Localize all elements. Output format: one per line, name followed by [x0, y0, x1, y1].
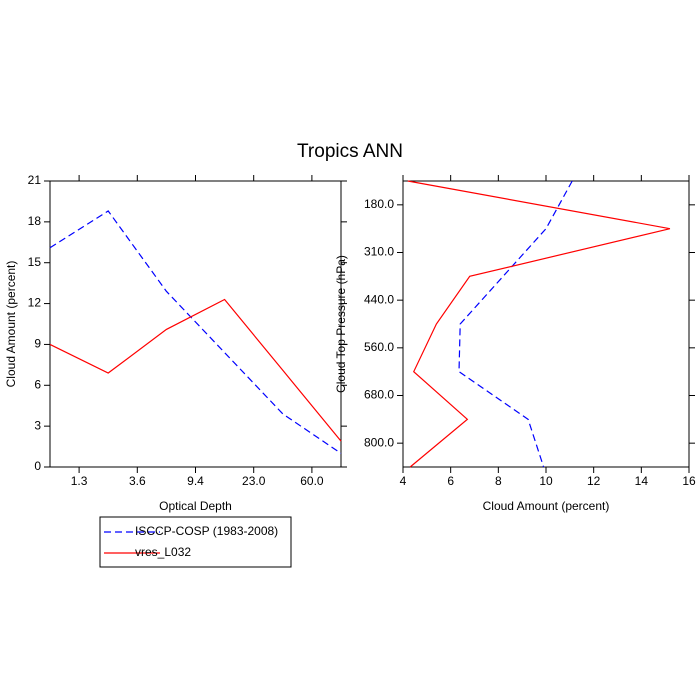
y-tick-label: 310.0	[364, 245, 394, 259]
y-tick-label: 21	[28, 173, 42, 187]
x-tick-label: 3.6	[129, 474, 146, 488]
x-tick-label: 1.3	[71, 474, 88, 488]
series-line	[49, 298, 342, 442]
x-tick-label: 10	[539, 474, 553, 488]
figure-title: Tropics ANN	[297, 141, 403, 162]
x-axis-label: Optical Depth	[159, 499, 232, 513]
x-tick-label: 4	[400, 474, 407, 488]
legend-label: vres_L032	[135, 545, 191, 559]
x-tick-label: 8	[495, 474, 502, 488]
y-tick-label: 18	[28, 214, 42, 228]
x-tick-label: 23.0	[242, 474, 266, 488]
y-tick-label: 680.0	[364, 388, 394, 402]
legend-label: ISCCP-COSP (1983-2008)	[135, 524, 278, 538]
y-tick-label: 15	[28, 255, 42, 269]
y-tick-label: 9	[34, 337, 41, 351]
y-tick-label: 440.0	[364, 292, 394, 306]
y-tick-label: 3	[34, 418, 41, 432]
x-tick-label: 14	[635, 474, 649, 488]
series-line	[407, 180, 671, 468]
y-tick-label: 800.0	[364, 435, 394, 449]
x-tick-label: 60.0	[300, 474, 324, 488]
y-tick-label: 12	[28, 296, 42, 310]
y-tick-label: 180.0	[364, 197, 394, 211]
y-tick-label: 560.0	[364, 340, 394, 354]
y-tick-label: 6	[34, 377, 41, 391]
series-line	[49, 210, 342, 454]
x-tick-label: 16	[682, 474, 696, 488]
y-axis-label: Cloud Amount (percent)	[4, 261, 18, 388]
x-tick-label: 9.4	[187, 474, 204, 488]
y-tick-label: 0	[34, 459, 41, 473]
y-axis-label: Cloud Top Pressure (hPa)	[334, 255, 348, 393]
x-axis-label: Cloud Amount (percent)	[483, 499, 610, 513]
legend-box	[99, 516, 292, 568]
series-line	[458, 180, 573, 468]
x-tick-label: 12	[587, 474, 601, 488]
x-tick-label: 6	[447, 474, 454, 488]
